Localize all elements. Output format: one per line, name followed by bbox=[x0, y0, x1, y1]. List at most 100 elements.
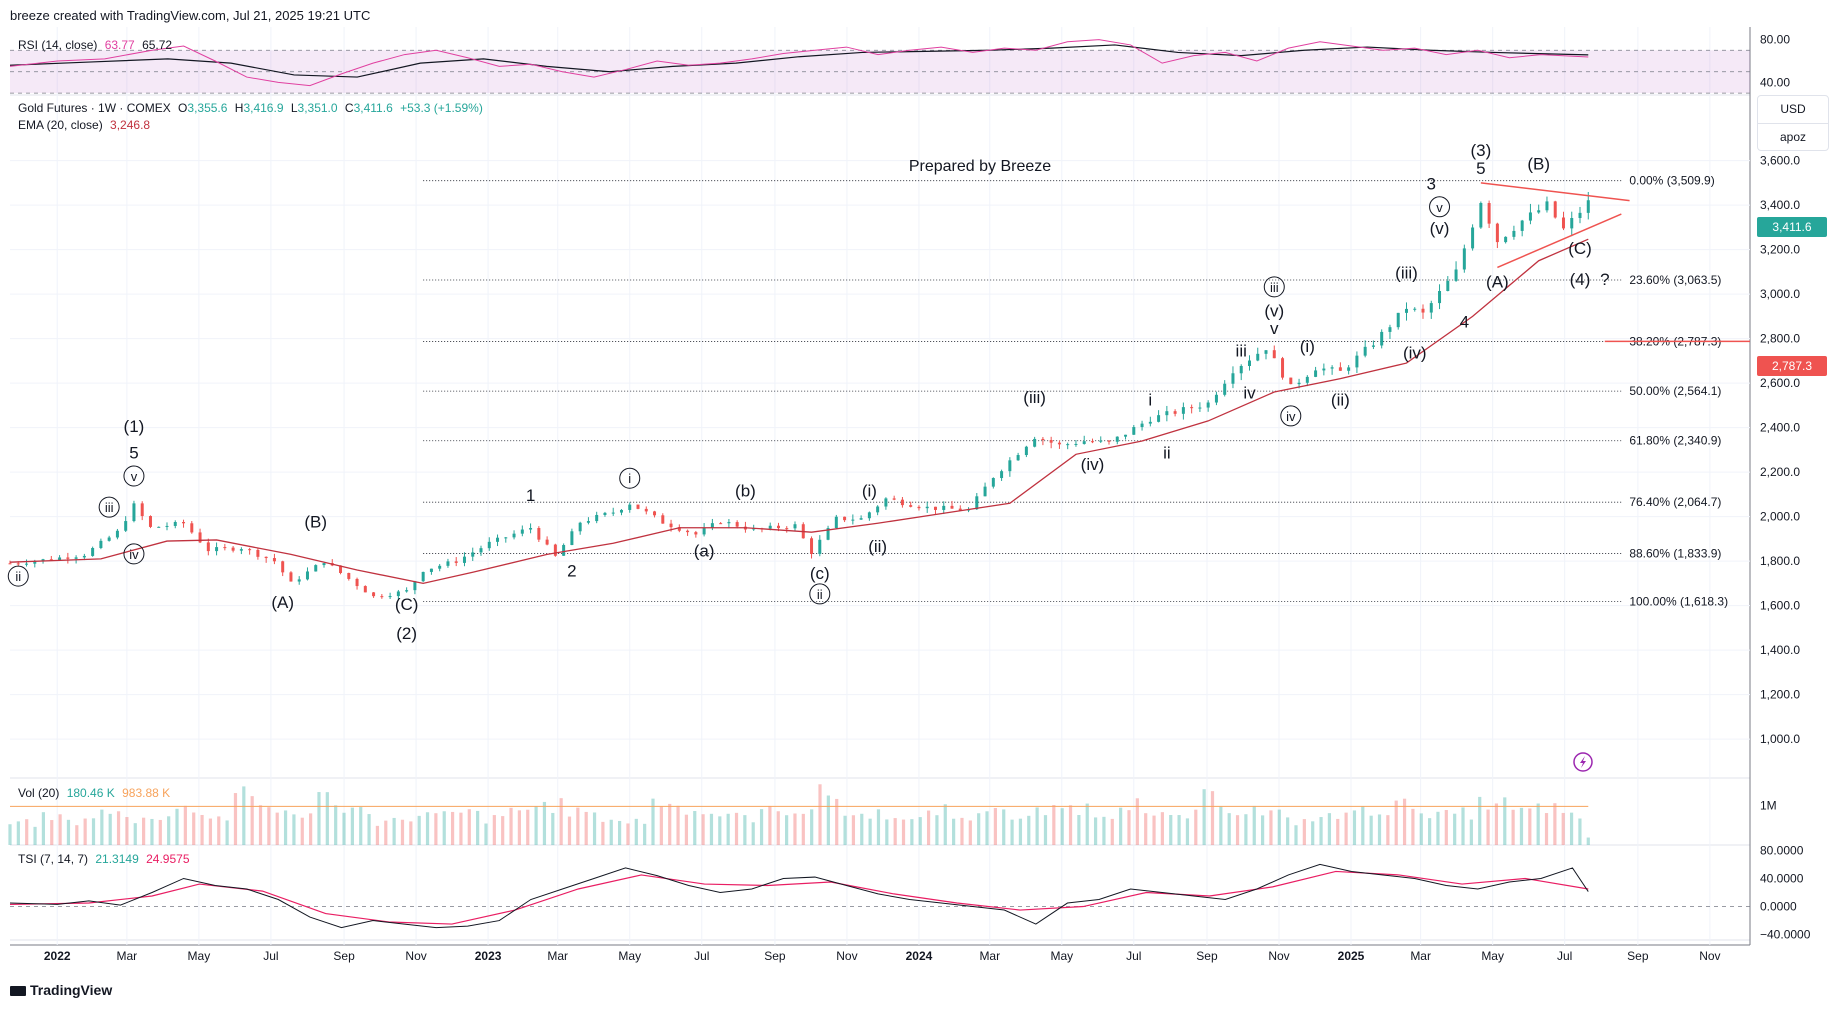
volume-bar bbox=[1336, 818, 1340, 845]
volume-bar bbox=[1085, 803, 1089, 845]
candle-body bbox=[215, 547, 219, 552]
volume-bar bbox=[1093, 817, 1098, 845]
time-tick-label: May bbox=[188, 949, 211, 963]
candle-body bbox=[347, 572, 351, 579]
candle-body bbox=[1388, 327, 1392, 332]
candle-body bbox=[1140, 423, 1144, 428]
wave-label: (C) bbox=[395, 595, 419, 614]
volume-bar bbox=[75, 825, 79, 845]
price-tick-label: 1,200.0 bbox=[1760, 688, 1800, 702]
candle-body bbox=[776, 525, 780, 529]
volume-bar bbox=[317, 792, 321, 845]
candle-body bbox=[1578, 212, 1582, 219]
tsi-legend-signal: 24.9575 bbox=[146, 852, 190, 866]
time-tick-label: Nov bbox=[1699, 949, 1720, 963]
volume-bar bbox=[1018, 818, 1023, 845]
volume-bar bbox=[1436, 811, 1440, 845]
rsi-line bbox=[9, 39, 1589, 87]
volume-bar bbox=[1311, 821, 1315, 845]
volume-bar bbox=[1027, 815, 1031, 845]
wave-label: iii bbox=[1236, 341, 1247, 360]
candle-body bbox=[1082, 441, 1086, 444]
wave-label-circle bbox=[1263, 276, 1285, 298]
candle-body bbox=[413, 581, 417, 591]
candle-body bbox=[1090, 441, 1094, 443]
ohlc-high-label: H bbox=[234, 101, 244, 115]
volume-bar bbox=[759, 809, 764, 845]
tsi-tick-label: −40.0000 bbox=[1760, 928, 1811, 942]
candle-body bbox=[1553, 201, 1557, 218]
price-tick-label: 1,600.0 bbox=[1760, 599, 1800, 613]
candle-body bbox=[132, 503, 136, 522]
candle-body bbox=[1495, 223, 1499, 243]
volume-bar bbox=[718, 816, 722, 845]
volume-bar bbox=[818, 784, 822, 845]
volume-bar bbox=[826, 795, 830, 845]
volume-bar bbox=[476, 810, 480, 845]
candle-body bbox=[305, 571, 309, 580]
candle-body bbox=[496, 537, 500, 542]
volume-bar bbox=[292, 814, 296, 845]
candle-body bbox=[99, 540, 103, 549]
candle-body bbox=[1528, 212, 1532, 221]
candle-body bbox=[16, 563, 20, 565]
volume-bar bbox=[309, 813, 313, 845]
volume-bar bbox=[1060, 808, 1064, 845]
chart-subtitle: Prepared by Breeze bbox=[909, 158, 1051, 175]
wave-label-circle bbox=[809, 583, 831, 605]
candle-body bbox=[1157, 415, 1161, 422]
ohlc-low-label: L bbox=[290, 101, 298, 115]
candle-body bbox=[900, 499, 904, 506]
candle-body bbox=[173, 521, 177, 526]
tsi-legend-value: 21.3149 bbox=[95, 852, 139, 866]
volume-legend: Vol (20) 180.46 K 983.88 K bbox=[18, 786, 174, 800]
tradingview-logo-icon bbox=[10, 986, 26, 997]
candle-body bbox=[876, 506, 880, 513]
time-tick-label: Sep bbox=[1627, 949, 1649, 963]
volume-bar bbox=[793, 813, 797, 845]
rsi-tick-label: 80.00 bbox=[1760, 33, 1790, 47]
currency-selector[interactable]: USD apoz bbox=[1757, 95, 1829, 151]
volume-bar bbox=[158, 819, 162, 845]
volume-bar bbox=[960, 817, 964, 845]
tradingview-logo[interactable]: TradingView bbox=[10, 982, 112, 998]
volume-bar bbox=[1286, 817, 1290, 845]
volume-bar bbox=[367, 814, 371, 845]
wave-label: (c) bbox=[810, 564, 830, 583]
candle-body bbox=[1438, 290, 1442, 304]
symbol-name: Gold Futures · 1W · COMEX bbox=[18, 101, 171, 115]
time-tick-label: Nov bbox=[1268, 949, 1289, 963]
price-tick-label: 3,000.0 bbox=[1760, 287, 1800, 301]
candle-body bbox=[25, 563, 29, 565]
wave-label: (B) bbox=[304, 513, 327, 532]
ema-legend-name: EMA (20, close) bbox=[18, 118, 103, 132]
candle-body bbox=[826, 528, 830, 540]
candle-body bbox=[1049, 440, 1053, 443]
candle-body bbox=[148, 516, 152, 527]
volume-bar bbox=[968, 820, 972, 845]
candle-body bbox=[198, 532, 202, 543]
rsi-ma-line bbox=[9, 44, 1589, 78]
candle-body bbox=[1165, 411, 1169, 416]
tsi-tick-label: 40.0000 bbox=[1760, 871, 1804, 885]
volume-bar bbox=[634, 818, 638, 845]
candle-body bbox=[644, 508, 648, 512]
wave-label: (ii) bbox=[1331, 390, 1350, 409]
volume-bar bbox=[751, 822, 755, 845]
volume-bar bbox=[1377, 814, 1382, 845]
wave-label: v bbox=[1436, 200, 1443, 215]
price-tick-label: 2,800.0 bbox=[1760, 332, 1800, 346]
candle-body bbox=[1305, 376, 1309, 383]
candle-body bbox=[1429, 303, 1433, 313]
candle-body bbox=[388, 596, 392, 598]
candle-body bbox=[1504, 236, 1508, 243]
triangle-line bbox=[1480, 182, 1630, 202]
candle-body bbox=[1545, 201, 1549, 211]
volume-bar bbox=[225, 820, 229, 845]
volume-bar bbox=[676, 805, 680, 845]
volume-bar bbox=[1469, 819, 1473, 845]
volume-bar bbox=[208, 818, 213, 845]
candle-body bbox=[1057, 442, 1061, 445]
